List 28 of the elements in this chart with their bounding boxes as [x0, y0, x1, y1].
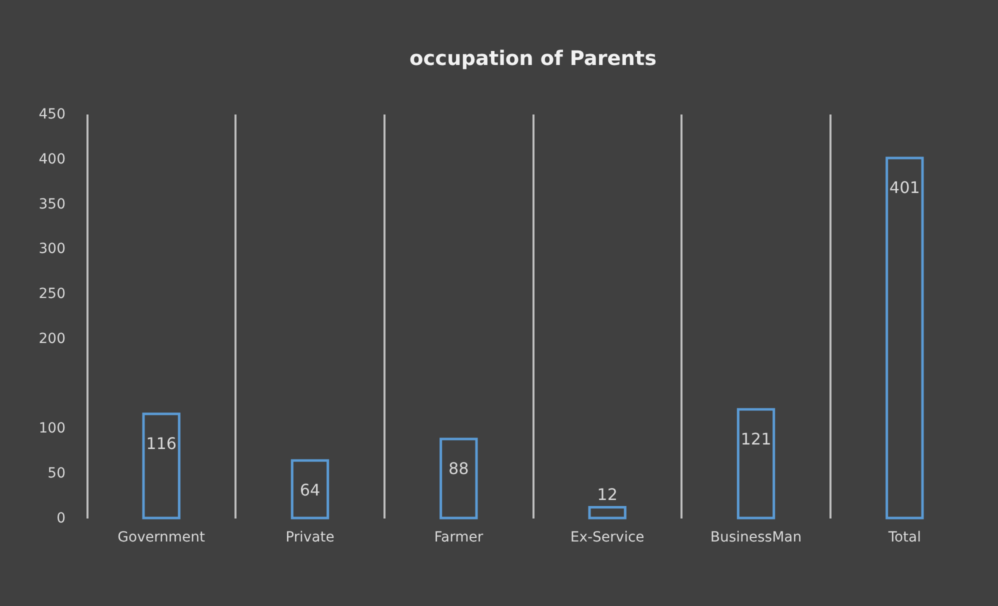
bar [736, 408, 776, 520]
x-tick-label: Farmer [434, 530, 484, 546]
y-tick-label: 100 [38, 420, 66, 437]
bar [588, 506, 626, 520]
x-tick-label: Government [118, 530, 206, 546]
data-label: 88 [448, 458, 469, 478]
y-tick-label: 200 [38, 330, 66, 347]
y-tick-label: 0 [56, 510, 66, 526]
data-label: 121 [740, 429, 772, 448]
data-label: 401 [889, 178, 920, 197]
y-tick-label: 450 [38, 106, 66, 122]
y-tick-label: 350 [38, 196, 66, 212]
bar [440, 438, 478, 520]
y-tick-label: 50 [48, 466, 66, 482]
data-label: 116 [146, 434, 177, 453]
x-tick-label: Total [887, 530, 922, 546]
bar [886, 156, 924, 520]
y-tick-label: 250 [38, 286, 66, 302]
chart-title: occupation of Parents [409, 46, 657, 70]
x-tick-label: Ex-Service [570, 530, 644, 546]
bar [142, 412, 180, 520]
data-label: 12 [597, 485, 618, 504]
y-tick-label: 400 [38, 151, 66, 168]
data-label: 64 [300, 480, 320, 500]
x-tick-label: BusinessMan [710, 530, 802, 546]
bar [290, 459, 330, 520]
x-tick-label: Private [286, 530, 334, 546]
y-tick-label: 300 [38, 241, 66, 258]
